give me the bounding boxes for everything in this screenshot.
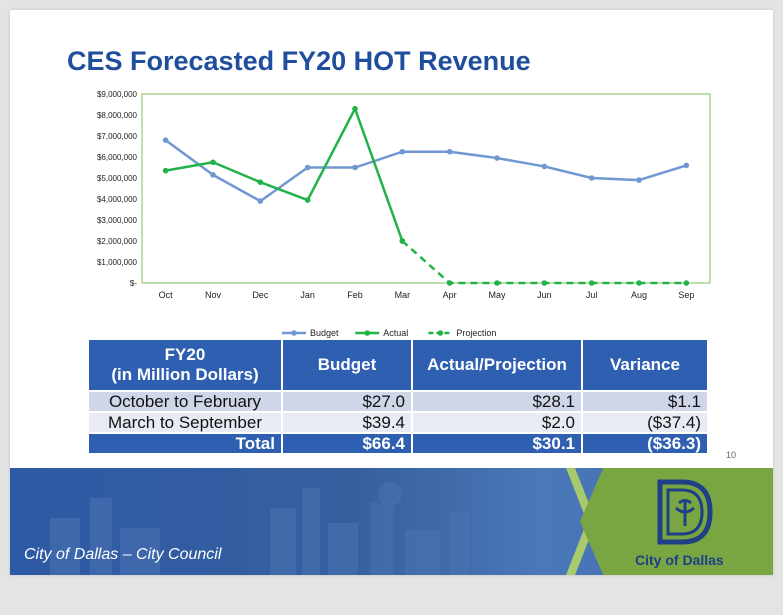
y-axis: $- $1,000,000 $2,000,000 $3,000,000 $4,000,0… xyxy=(97,90,138,288)
projection-point xyxy=(588,280,595,286)
budget-point xyxy=(304,164,311,171)
actual-point xyxy=(352,105,358,112)
y-tick-label: $9,000,000 xyxy=(97,90,138,99)
actual-cell: $28.1 xyxy=(411,390,583,413)
page-number: 10 xyxy=(726,450,737,460)
budget-point xyxy=(446,148,453,155)
row-label: March to September xyxy=(87,411,283,434)
x-tick-label: May xyxy=(488,290,506,300)
y-tick-label: $- xyxy=(130,279,137,288)
footer-band: City of Dallas – City Council City of Da… xyxy=(10,468,773,575)
table-header-budget: Budget xyxy=(281,338,413,392)
legend-budget-marker xyxy=(291,330,297,336)
legend-actual-label: Actual xyxy=(383,328,408,338)
projection-point xyxy=(636,280,642,286)
budget-point xyxy=(636,177,642,183)
actual-cell: $2.0 xyxy=(411,411,583,434)
actual-point xyxy=(257,179,264,185)
series-layer xyxy=(162,105,690,286)
table-header-fy20: FY20 (in Million Dollars) xyxy=(87,338,283,392)
logo-text: City of Dallas xyxy=(635,552,724,568)
row-label: Total xyxy=(87,432,283,455)
budget-point xyxy=(399,148,406,155)
projection-point xyxy=(541,280,548,286)
legend-budget-label: Budget xyxy=(310,328,339,338)
projection-point xyxy=(683,280,690,286)
variance-cell: $1.1 xyxy=(581,390,709,413)
x-tick-label: Feb xyxy=(347,290,363,300)
header-fy20-line2: (in Million Dollars) xyxy=(111,365,259,384)
x-tick-label: Oct xyxy=(159,290,174,300)
footer-caption: City of Dallas – City Council xyxy=(24,546,222,563)
revenue-table: FY20 (in Million Dollars) Budget Actual/… xyxy=(87,338,709,455)
x-tick-label: Apr xyxy=(443,290,457,300)
city-logo-icon xyxy=(657,479,713,545)
x-tick-label: Dec xyxy=(252,290,269,300)
y-tick-label: $5,000,000 xyxy=(97,174,138,183)
y-tick-label: $3,000,000 xyxy=(97,216,138,225)
legend-projection-marker xyxy=(437,330,444,336)
y-tick-label: $8,000,000 xyxy=(97,111,138,120)
x-tick-label: Nov xyxy=(205,290,222,300)
x-tick-label: Jun xyxy=(537,290,552,300)
projection-point xyxy=(494,280,500,286)
budget-point xyxy=(683,162,690,169)
actual-point xyxy=(162,167,169,174)
y-tick-label: $2,000,000 xyxy=(97,237,138,246)
line-chart: $- $1,000,000 $2,000,000 $3,000,000 $4,000,0… xyxy=(97,90,711,338)
budget-point xyxy=(494,155,500,161)
x-axis: Oct Nov Dec Jan Feb Mar Apr May Jun Jul Aug Sep xyxy=(159,290,695,300)
budget-point xyxy=(588,175,595,181)
x-tick-label: Sep xyxy=(678,290,694,300)
x-tick-label: Jan xyxy=(300,290,315,300)
header-fy20-line1: FY20 xyxy=(164,345,206,364)
table-header-variance: Variance xyxy=(581,338,709,392)
projection-point xyxy=(399,238,406,244)
slide-title: CES Forecasted FY20 HOT Revenue xyxy=(67,46,531,76)
actual-cell: $30.1 xyxy=(411,432,583,455)
budget-point xyxy=(541,163,548,170)
budget-cell: $66.4 xyxy=(281,432,413,455)
x-tick-label: Mar xyxy=(395,290,411,300)
budget-point xyxy=(257,198,264,204)
budget-series-line xyxy=(164,139,687,203)
y-tick-label: $7,000,000 xyxy=(97,132,138,141)
actual-point xyxy=(210,159,216,166)
y-tick-label: $1,000,000 xyxy=(97,258,138,267)
skyline-image xyxy=(50,482,470,575)
actual-point xyxy=(304,197,311,203)
variance-cell: ($36.3) xyxy=(581,432,709,455)
budget-point xyxy=(210,172,216,178)
footer-green-panel xyxy=(580,468,773,575)
legend: Budget Actual Projection xyxy=(282,328,496,338)
y-tick-label: $4,000,000 xyxy=(97,195,138,204)
budget-point xyxy=(162,137,169,143)
x-tick-label: Aug xyxy=(631,290,647,300)
plot-area xyxy=(141,93,711,284)
table-row: March to September $39.4 $2.0 ($37.4) xyxy=(87,411,709,434)
row-label: October to February xyxy=(87,390,283,413)
table-header-actual-projection: Actual/Projection xyxy=(411,338,583,392)
table-row: October to February $27.0 $28.1 $1.1 xyxy=(87,390,709,413)
table-total-row: Total $66.4 $30.1 ($36.3) xyxy=(87,432,709,455)
table-header-row: FY20 (in Million Dollars) Budget Actual/… xyxy=(87,338,709,392)
legend-projection-label: Projection xyxy=(456,328,496,338)
budget-cell: $39.4 xyxy=(281,411,413,434)
budget-point xyxy=(352,164,358,171)
projection-point xyxy=(446,280,453,286)
x-tick-label: Jul xyxy=(586,290,598,300)
slide: CES Forecasted FY20 HOT Revenue $- $1,000… xyxy=(10,10,773,575)
variance-cell: ($37.4) xyxy=(581,411,709,434)
actual-series-line xyxy=(165,107,404,242)
y-tick-label: $6,000,000 xyxy=(97,153,138,162)
projection-series-line xyxy=(401,240,687,285)
legend-actual-marker xyxy=(364,330,371,336)
budget-cell: $27.0 xyxy=(281,390,413,413)
